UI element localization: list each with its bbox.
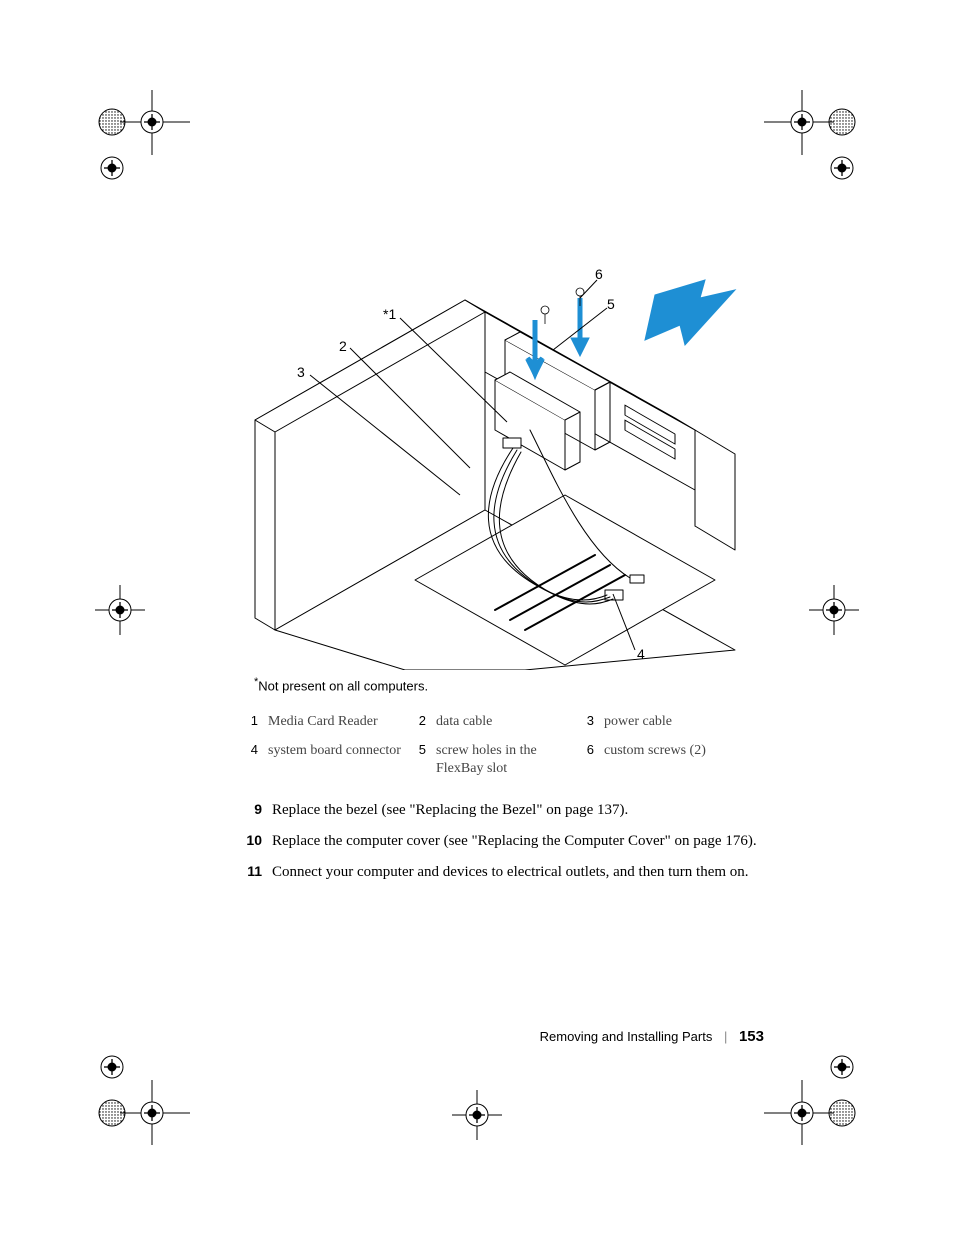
legend-num: 6 [580, 742, 600, 778]
callout-6: 6 [595, 266, 603, 282]
installation-diagram: *1 2 3 4 5 6 [235, 250, 765, 670]
legend-num: 5 [412, 742, 432, 778]
crop-mark-left-middle [90, 580, 150, 640]
step-number: 11 [244, 862, 272, 883]
crop-mark-top-left [90, 90, 190, 190]
legend-num: 1 [244, 713, 264, 731]
content-area: *1 2 3 4 5 6 *Not present on all compute… [220, 250, 780, 893]
footer-page-number: 153 [739, 1028, 764, 1045]
callout-1: *1 [383, 306, 396, 322]
crop-mark-bottom-center [447, 1085, 507, 1145]
step-number: 9 [244, 800, 272, 821]
instruction-steps: 9 Replace the bezel (see "Replacing the … [244, 800, 780, 883]
footer-separator: | [716, 1029, 735, 1044]
legend-label: Media Card Reader [268, 713, 408, 731]
step-text: Replace the bezel (see "Replacing the Be… [272, 800, 780, 821]
legend-label: custom screws (2) [604, 742, 744, 778]
crop-mark-top-right [764, 90, 864, 190]
legend-num: 4 [244, 742, 264, 778]
footnote-text: Not present on all computers. [258, 678, 428, 693]
step-9: 9 Replace the bezel (see "Replacing the … [244, 800, 780, 821]
footer-section-title: Removing and Installing Parts [540, 1029, 713, 1044]
page-footer: Removing and Installing Parts | 153 [540, 1028, 764, 1045]
step-number: 10 [244, 831, 272, 852]
legend-table: 1 Media Card Reader 2 data cable 3 power… [244, 713, 780, 778]
page: *1 2 3 4 5 6 *Not present on all compute… [0, 0, 954, 1235]
callout-2: 2 [339, 338, 347, 354]
callout-5: 5 [607, 296, 615, 312]
diagram-footnote: *Not present on all computers. [254, 676, 780, 693]
legend-label: data cable [436, 713, 576, 731]
legend-label: screw holes in the FlexBay slot [436, 742, 576, 778]
step-text: Replace the computer cover (see "Replaci… [272, 831, 780, 852]
step-10: 10 Replace the computer cover (see "Repl… [244, 831, 780, 852]
legend-num: 2 [412, 713, 432, 731]
crop-mark-right-middle [804, 580, 864, 640]
callout-3: 3 [297, 364, 305, 380]
legend-label: system board connector [268, 742, 408, 778]
step-11: 11 Connect your computer and devices to … [244, 862, 780, 883]
crop-mark-bottom-left [90, 1045, 190, 1145]
legend-label: power cable [604, 713, 744, 731]
callout-4: 4 [637, 646, 645, 662]
step-text: Connect your computer and devices to ele… [272, 862, 780, 883]
crop-mark-bottom-right [764, 1045, 864, 1145]
legend-num: 3 [580, 713, 600, 731]
